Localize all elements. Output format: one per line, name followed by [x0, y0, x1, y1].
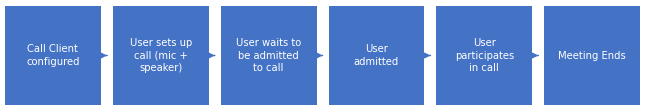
Bar: [221, 6, 317, 105]
Bar: [544, 6, 640, 105]
Text: User sets up
call (mic +
speaker): User sets up call (mic + speaker): [130, 38, 192, 73]
Text: Meeting Ends: Meeting Ends: [558, 51, 626, 60]
Text: Call Client
configured: Call Client configured: [26, 44, 80, 67]
Text: User
admitted: User admitted: [354, 44, 399, 67]
Bar: [436, 6, 532, 105]
Bar: [328, 6, 424, 105]
Bar: [113, 6, 209, 105]
Bar: [5, 6, 101, 105]
Text: User
participates
in call: User participates in call: [455, 38, 514, 73]
Text: User waits to
be admitted
to call: User waits to be admitted to call: [236, 38, 301, 73]
